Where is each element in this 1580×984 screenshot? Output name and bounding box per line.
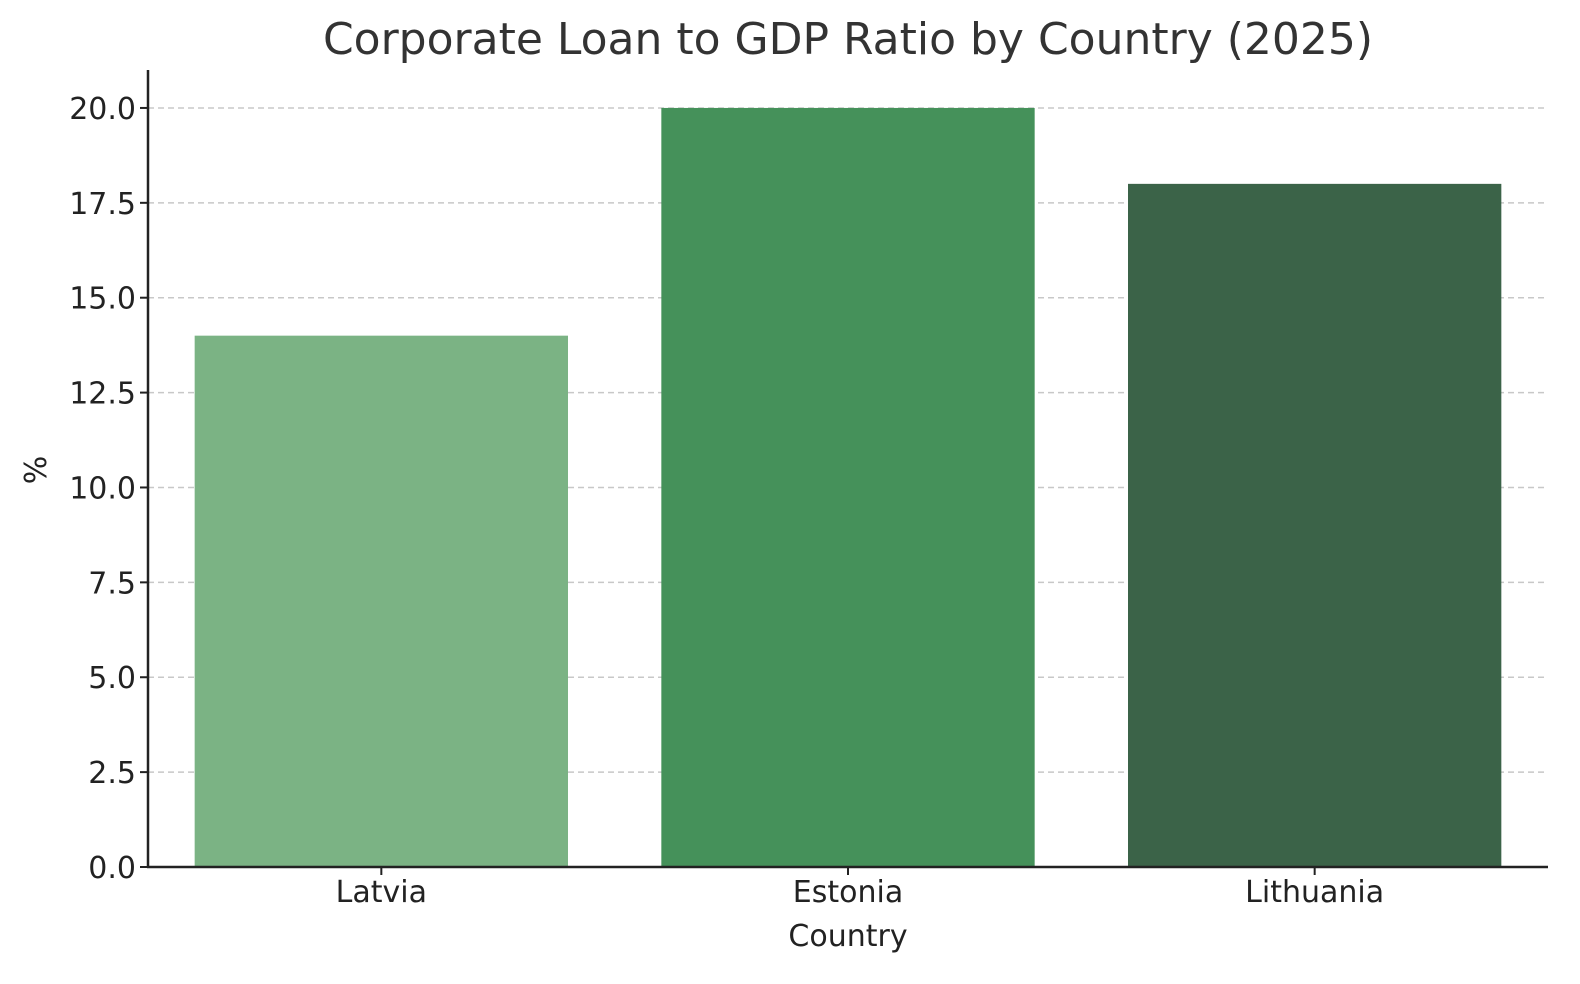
y-tick-label: 10.0 (69, 471, 136, 506)
y-tick-label: 20.0 (69, 92, 136, 127)
ticks-layer: 0.0 2.5 5.0 7.5 10.0 12.5 15.0 17.5 20.0 Latvia Es… (69, 92, 1384, 910)
y-tick-label: 5.0 (88, 661, 136, 696)
y-axis-title: % (19, 456, 54, 485)
y-tick-label: 17.5 (69, 187, 136, 222)
chart-title: Corporate Loan to GDP Ratio by Country (… (323, 14, 1373, 65)
y-tick-label: 0.0 (88, 851, 136, 886)
x-tick-label: Latvia (336, 875, 427, 910)
y-tick-label: 2.5 (88, 756, 136, 791)
x-tick-label: Lithuania (1245, 875, 1384, 910)
y-tick-label: 7.5 (88, 566, 136, 601)
x-axis-title: Country (788, 919, 907, 954)
bar-estonia (661, 107, 1035, 867)
y-tick-label: 15.0 (69, 282, 136, 317)
y-tick-label: 12.5 (69, 377, 136, 412)
bar-lithuania (1128, 183, 1502, 867)
bar-latvia (194, 335, 568, 868)
x-tick-label: Estonia (793, 875, 903, 910)
bars-layer (194, 107, 1502, 868)
